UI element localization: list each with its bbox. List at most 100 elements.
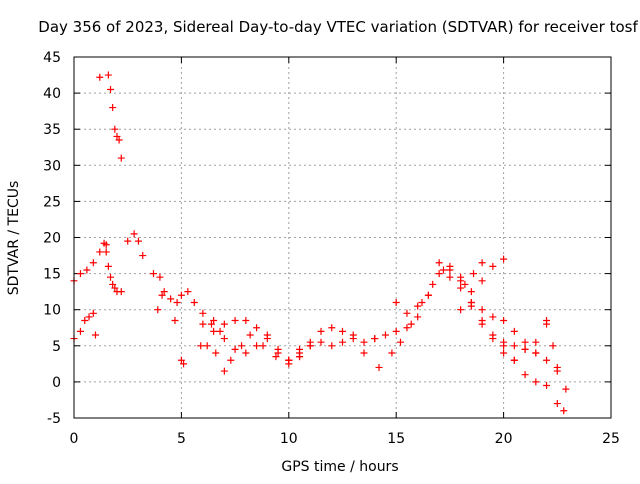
data-point <box>184 288 192 296</box>
data-point <box>532 378 540 386</box>
y-tick-label: -5 <box>47 411 61 427</box>
series-track-a <box>70 239 110 285</box>
data-point <box>149 270 157 278</box>
data-point <box>210 327 218 335</box>
data-point <box>96 73 104 81</box>
data-point <box>274 349 282 357</box>
data-point <box>220 320 228 328</box>
series-track-f <box>149 270 224 335</box>
data-point <box>91 331 99 339</box>
data-point <box>102 248 110 256</box>
data-point <box>220 335 228 343</box>
series-track-b <box>102 248 125 296</box>
data-point <box>139 252 147 260</box>
series-track-v <box>553 367 570 415</box>
data-point <box>272 353 280 361</box>
data-point <box>154 306 162 314</box>
data-point <box>115 136 123 144</box>
y-tick-label: 20 <box>43 231 61 247</box>
data-point <box>177 356 185 364</box>
data-point <box>207 320 215 328</box>
data-point <box>167 295 175 303</box>
data-point <box>543 356 551 364</box>
data-point <box>521 345 529 353</box>
series-track-l <box>296 331 368 357</box>
data-point <box>388 349 396 357</box>
data-point <box>403 309 411 317</box>
y-tick-label: 25 <box>43 194 61 210</box>
data-point <box>457 284 465 292</box>
data-point <box>371 335 379 343</box>
axis-ticks: 0 5 10 15 20 25 -5 0 5 10 15 20 25 30 35 40 45 <box>43 50 620 447</box>
data-point <box>317 327 325 335</box>
plot-frame <box>73 56 612 419</box>
data-point <box>407 320 415 328</box>
data-point <box>76 327 84 335</box>
data-point <box>117 154 125 162</box>
x-tick-label: 15 <box>387 431 405 447</box>
y-tick-label: 10 <box>43 303 61 319</box>
data-point <box>500 338 508 346</box>
y-tick-label: 30 <box>43 158 61 174</box>
data-point <box>470 270 478 278</box>
data-point <box>317 338 325 346</box>
data-point <box>375 363 383 371</box>
series-track-p <box>435 259 561 408</box>
data-point <box>381 331 389 339</box>
data-point <box>339 338 346 346</box>
data-point <box>231 345 239 353</box>
data-point <box>414 302 422 310</box>
series-track-u <box>500 320 557 364</box>
data-point <box>134 237 142 245</box>
data-point <box>435 270 443 278</box>
series-track-s <box>467 288 551 357</box>
data-point <box>104 262 112 270</box>
data-point <box>532 349 540 357</box>
data-point <box>532 338 540 346</box>
data-point <box>156 273 164 281</box>
data-point <box>478 259 486 267</box>
data-point <box>238 342 246 350</box>
data-point <box>467 288 475 296</box>
data-point <box>562 385 570 393</box>
data-point <box>173 298 181 306</box>
data-point <box>81 317 89 325</box>
data-point <box>457 306 465 314</box>
data-point <box>360 338 368 346</box>
data-point <box>89 309 97 317</box>
data-point <box>158 291 166 299</box>
data-point <box>253 324 261 332</box>
data-point <box>521 338 529 346</box>
data-point <box>446 273 454 281</box>
grid <box>74 57 611 418</box>
x-tick-label: 20 <box>495 431 513 447</box>
data-point <box>543 320 551 328</box>
data-point <box>510 342 518 350</box>
data-point <box>253 342 261 350</box>
data-point <box>435 259 443 267</box>
series-track-o <box>392 291 432 317</box>
data-point <box>111 284 119 292</box>
data-point <box>160 288 168 296</box>
data-point <box>306 342 314 350</box>
data-point <box>392 327 400 335</box>
x-tick-label: 25 <box>602 431 620 447</box>
data-point <box>259 342 267 350</box>
data-point <box>216 327 224 335</box>
data-point <box>500 317 508 325</box>
data-point <box>76 270 84 278</box>
data-point <box>489 335 497 343</box>
data-point <box>396 338 404 346</box>
data-point <box>285 356 293 364</box>
data-point <box>461 280 469 288</box>
chart-title: Day 356 of 2023, Sidereal Day-to-day VTE… <box>38 18 638 36</box>
data-point <box>117 288 125 296</box>
data-point <box>124 237 132 245</box>
data-point <box>177 291 185 299</box>
data-point <box>500 349 508 357</box>
y-tick-label: 40 <box>43 86 61 102</box>
data-point <box>500 255 508 263</box>
data-point <box>510 356 518 364</box>
data-point <box>107 273 115 281</box>
